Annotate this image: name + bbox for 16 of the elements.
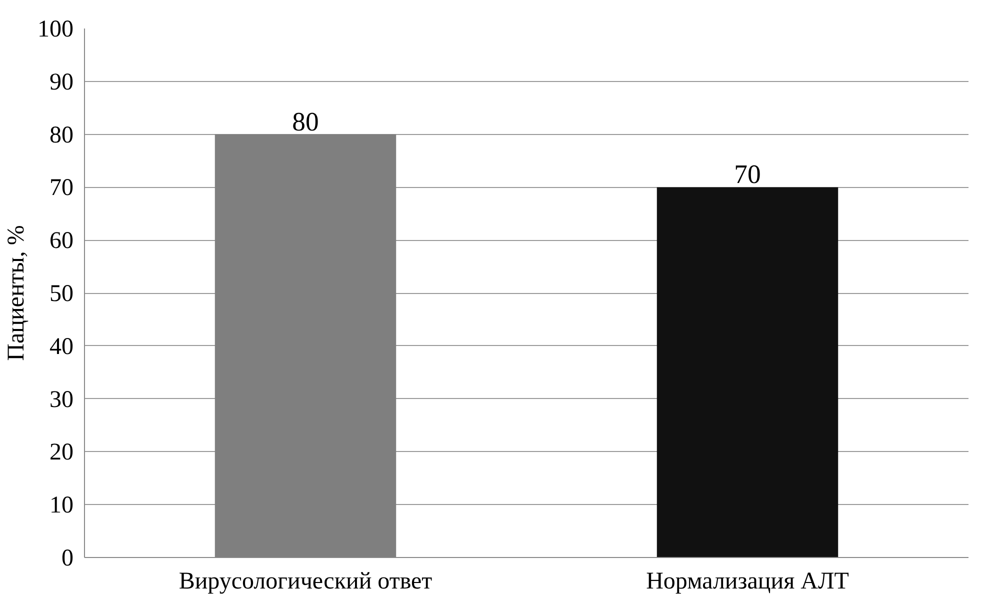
y-tick-label: 60 [50, 228, 74, 254]
y-tick-label: 100 [38, 16, 74, 42]
data-label: 70 [734, 159, 761, 190]
y-tick-label: 10 [50, 492, 74, 519]
y-tick-label: 80 [50, 122, 74, 148]
y-tick-label: 20 [50, 440, 74, 466]
data-label: 80 [292, 106, 319, 136]
y-tick-label: 70 [50, 175, 74, 202]
y-tick-label: 30 [50, 386, 74, 413]
x-tick-label: Нормализация АЛТ [646, 568, 850, 594]
y-tick-label: 0 [62, 546, 74, 572]
y-tick-label: 40 [50, 334, 74, 360]
x-tick-label: Вирусологический ответ [178, 568, 433, 594]
y-tick-label: 90 [50, 69, 74, 96]
y-tick-label: 50 [50, 281, 74, 307]
y-axis-title: Пациенты, % [4, 225, 30, 361]
